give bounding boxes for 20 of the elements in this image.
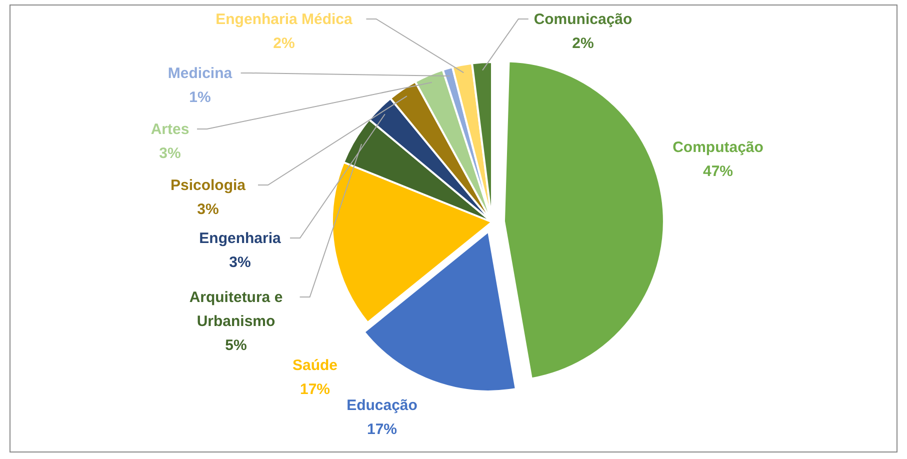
data-label: 3% — [229, 254, 251, 271]
data-label: 1% — [189, 89, 211, 106]
data-label: 3% — [159, 145, 181, 162]
slice-label: Comunicação — [534, 11, 632, 28]
slice-label: Medicina — [168, 65, 233, 82]
data-label: 3% — [197, 201, 219, 218]
slice-label: Educação — [346, 397, 418, 414]
data-label: 47% — [702, 163, 734, 180]
slice-label: Engenharia Médica — [216, 11, 354, 28]
slice-label: Artes — [150, 121, 190, 138]
slice-label: Computação — [672, 139, 764, 156]
slice-label: Arquitetura e Urbanismo — [189, 289, 283, 330]
slice-label: Saúde — [292, 357, 338, 374]
data-label: 2% — [572, 35, 594, 52]
data-label: 5% — [225, 337, 247, 354]
data-label: 17% — [300, 381, 330, 398]
slice-label: Engenharia — [199, 230, 282, 247]
slice-label: Psicologia — [170, 177, 246, 194]
data-label: 2% — [273, 35, 295, 52]
data-label: 17% — [366, 421, 398, 438]
